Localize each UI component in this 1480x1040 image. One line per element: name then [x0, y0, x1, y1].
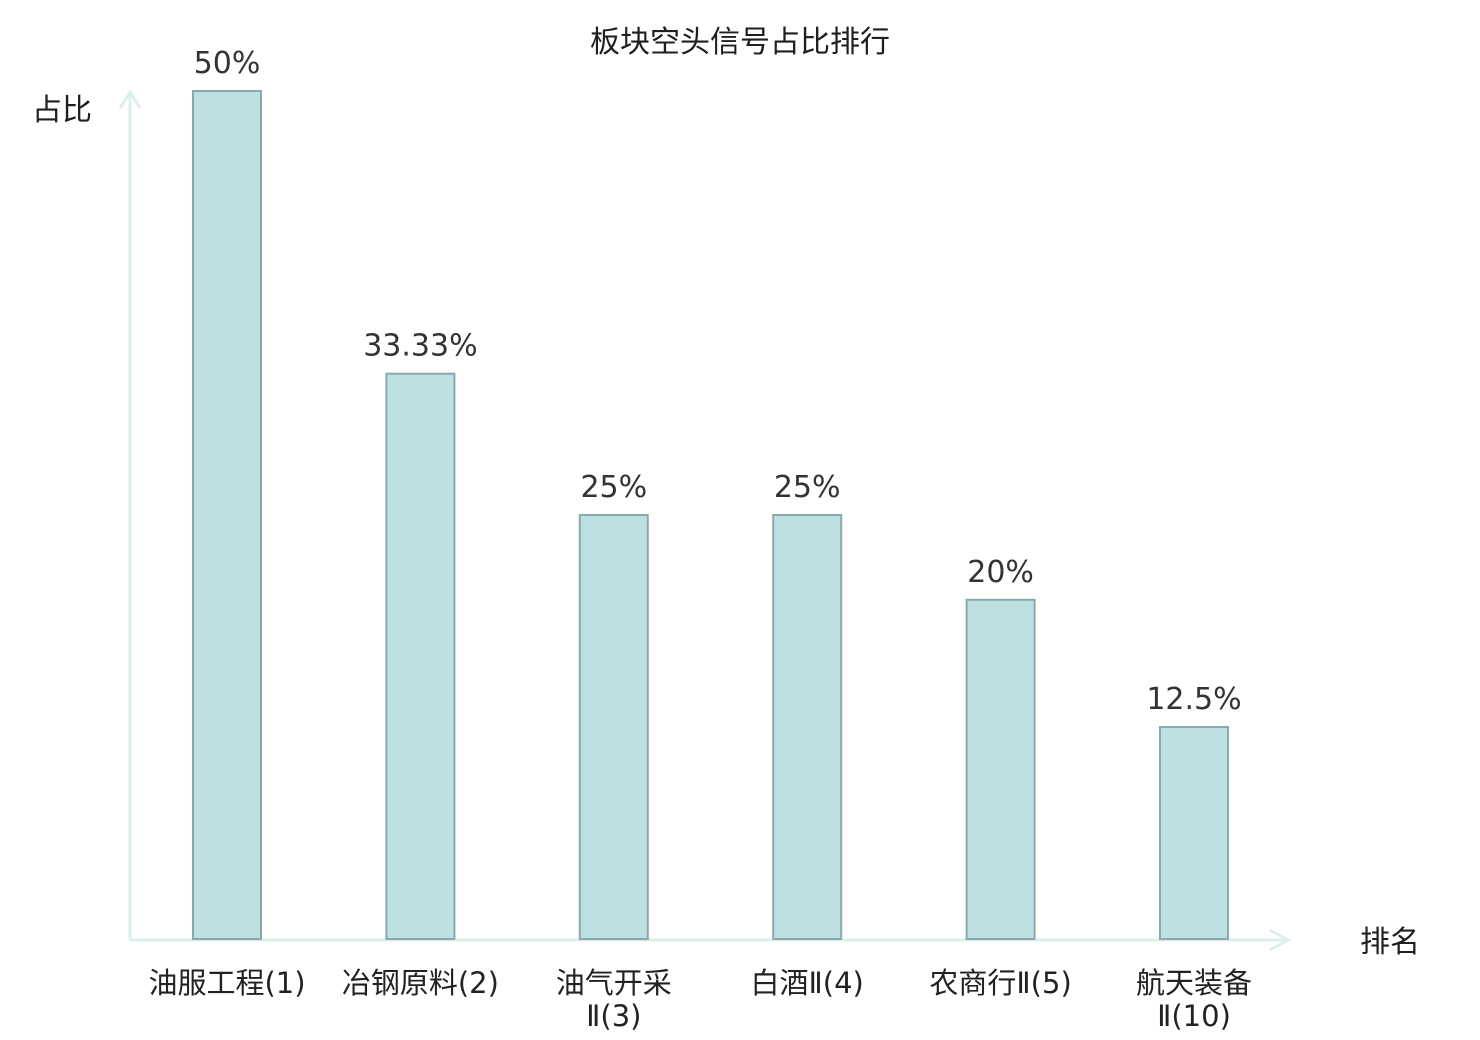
value-label: 25% — [580, 470, 647, 505]
value-label: 20% — [967, 555, 1034, 590]
y-axis-label: 占比 — [32, 93, 92, 128]
category-label: 白酒Ⅱ(4) — [751, 966, 864, 1000]
category-label: 航天装备 Ⅱ(10) — [1136, 966, 1252, 1033]
category-label: 农商行Ⅱ(5) — [929, 966, 1071, 1000]
value-label: 12.5% — [1146, 682, 1241, 717]
bar — [772, 514, 843, 940]
chart-title: 板块空头信号占比排行 — [590, 25, 890, 60]
value-label: 25% — [774, 470, 841, 505]
category-label: 油气开采 Ⅱ(3) — [556, 966, 672, 1033]
bar — [578, 514, 649, 940]
category-labels-group: 油服工程(1) 冶钢原料(2) 油气开采 Ⅱ(3) 白酒Ⅱ(4) 农商行Ⅱ(5) 航天装备 Ⅱ… — [148, 966, 1252, 1033]
value-label: 50% — [194, 46, 261, 81]
category-label: 冶钢原料(2) — [342, 966, 499, 1000]
bar — [1159, 726, 1229, 940]
bar — [385, 372, 456, 940]
bar — [192, 90, 262, 940]
value-label: 33.33% — [363, 329, 477, 364]
bars-group — [192, 90, 1229, 940]
x-axis-arrow — [1269, 928, 1292, 952]
bar — [965, 598, 1036, 940]
y-axis-arrow — [118, 89, 142, 109]
value-labels-group: 50% 33.33% 25% 25% 20% 12.5% — [194, 46, 1242, 717]
x-axis-label: 排名 — [1360, 925, 1420, 960]
axes — [118, 89, 1292, 952]
category-label: 油服工程(1) — [148, 966, 305, 1000]
